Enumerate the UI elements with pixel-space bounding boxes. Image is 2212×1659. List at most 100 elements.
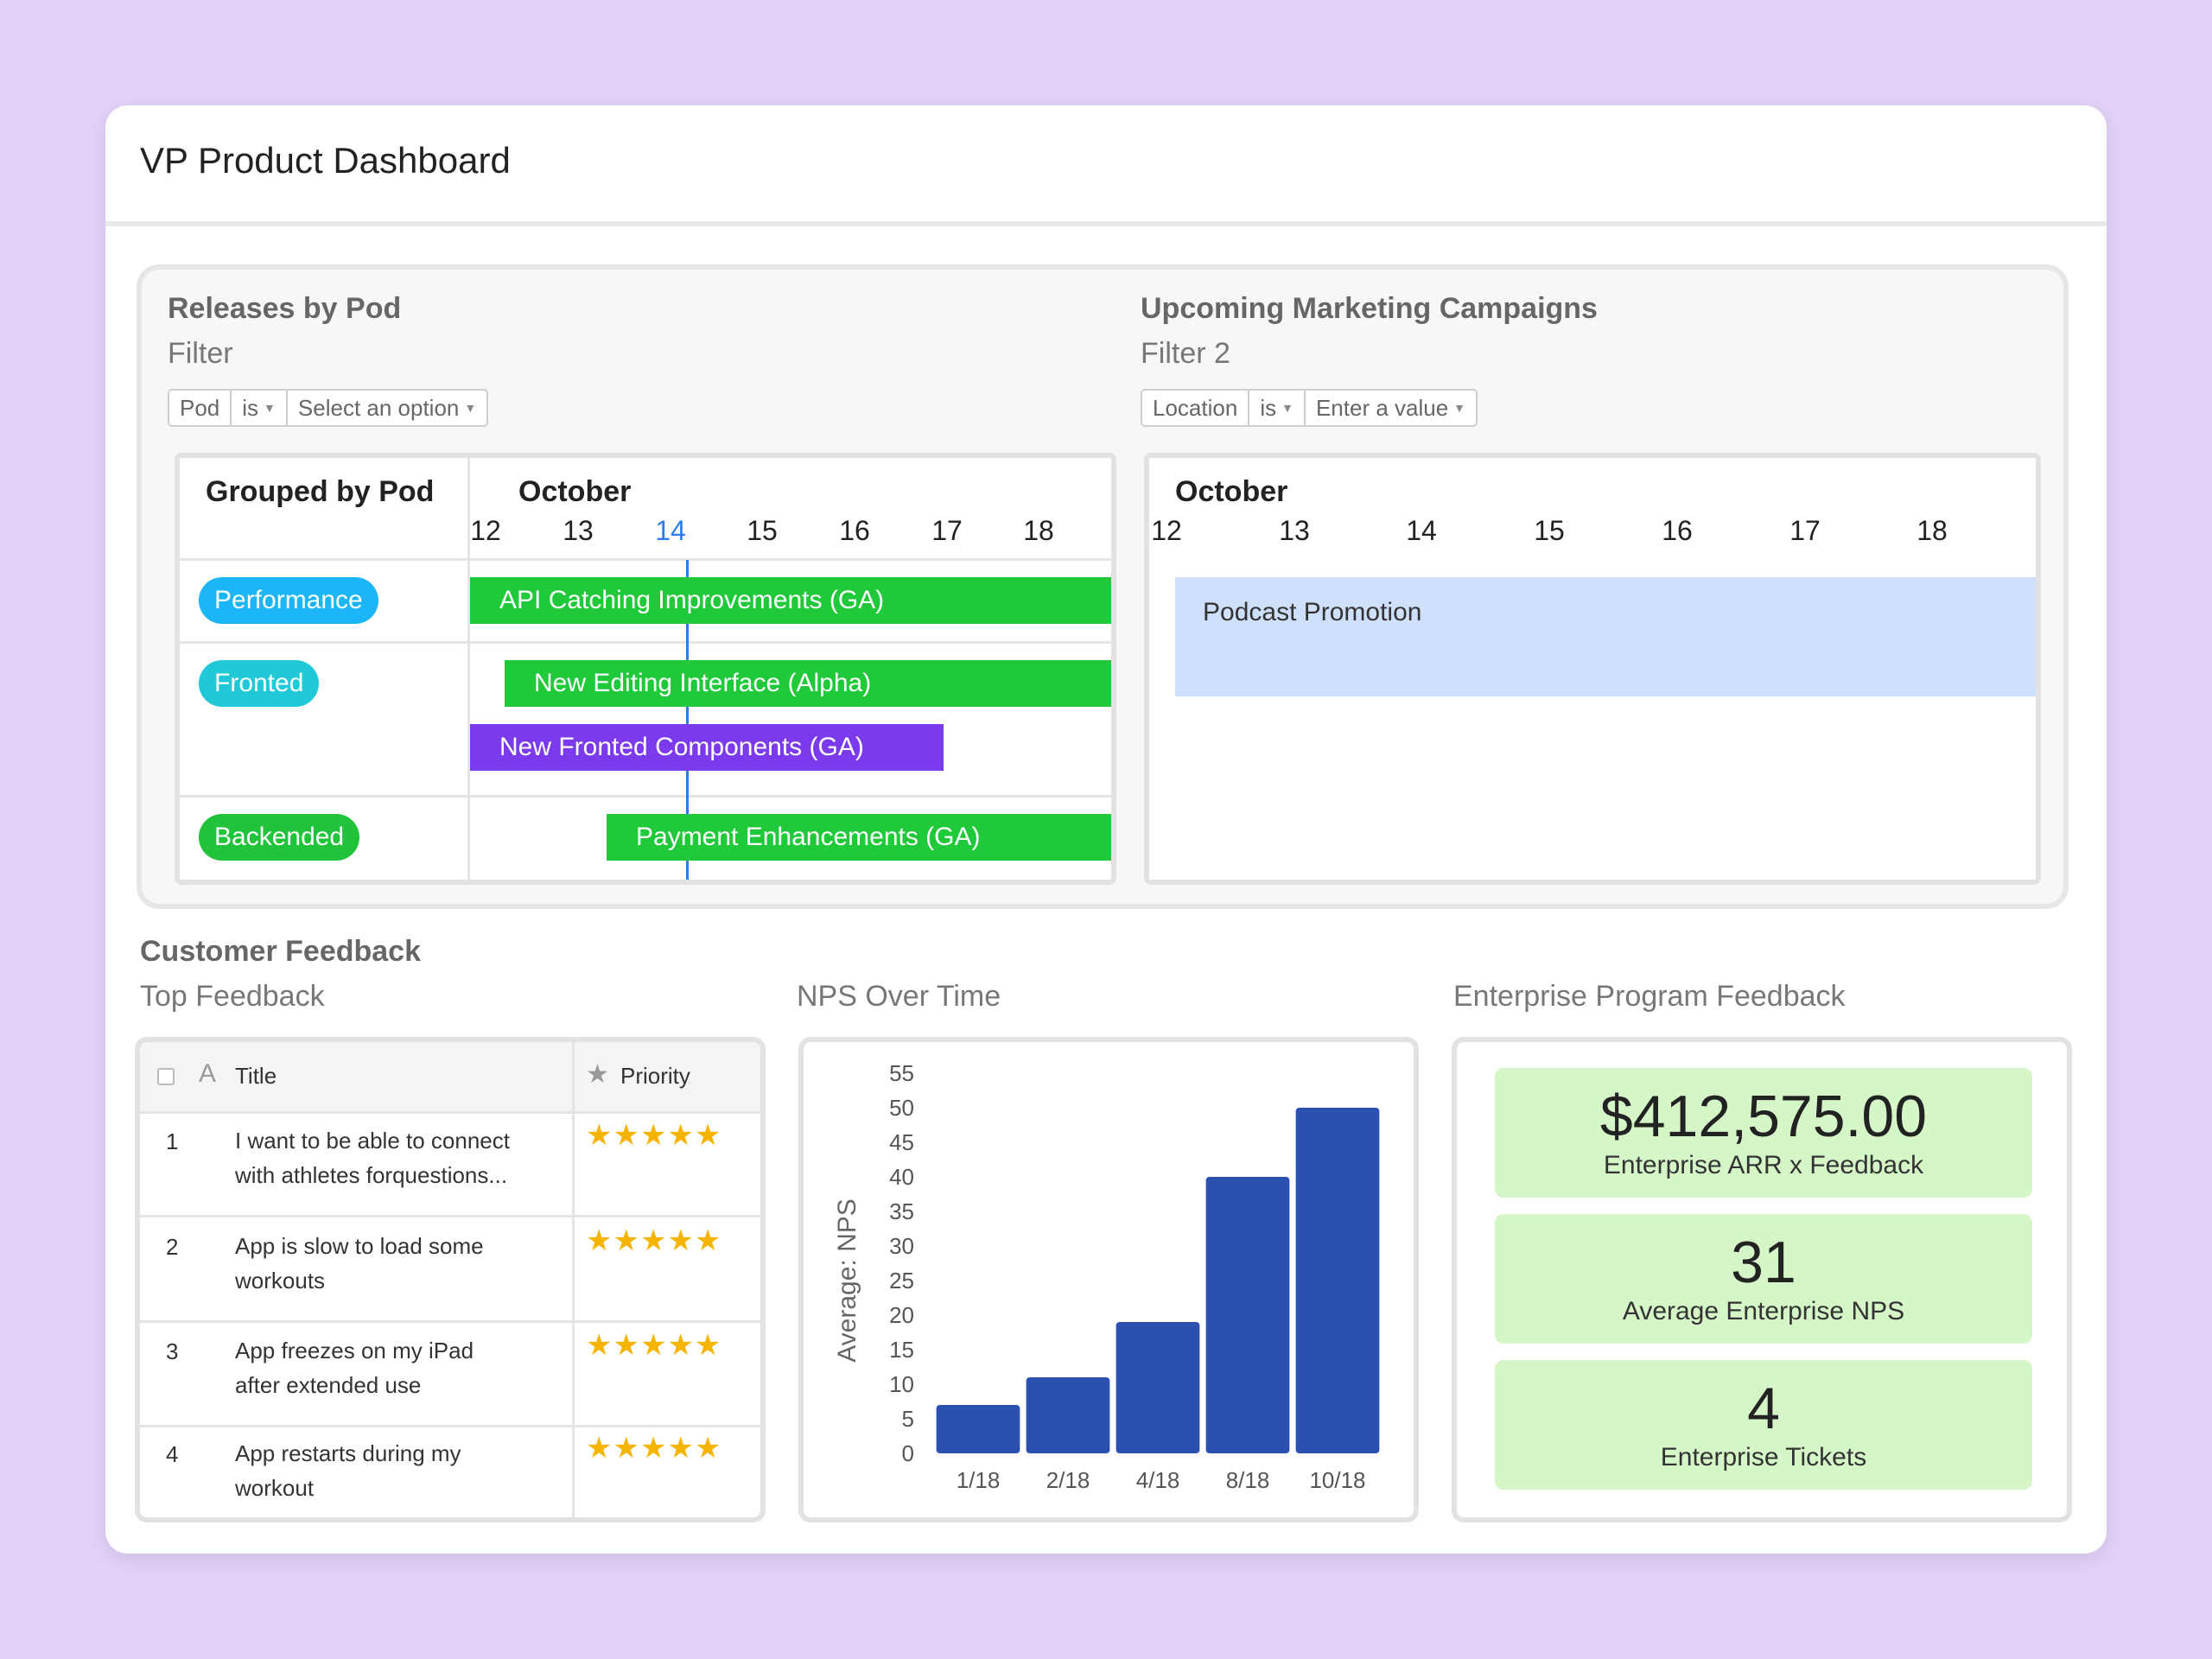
releases-filter-label: Filter: [168, 337, 233, 370]
y-tick-label: 0: [902, 1440, 914, 1466]
campaigns-title: Upcoming Marketing Campaigns: [1141, 292, 1598, 325]
date-header-13: 13: [563, 515, 594, 546]
y-tick-label: 5: [902, 1406, 914, 1432]
select-all-checkbox[interactable]: [157, 1068, 175, 1085]
chevron-down-icon: ▼: [264, 401, 276, 415]
release-bar[interactable]: New Editing Interface (Alpha): [505, 660, 1111, 707]
filter-value-dropdown[interactable]: Select an option ▼: [297, 394, 477, 421]
campaigns-filter-label: Filter 2: [1141, 337, 1230, 370]
row-number: 3: [166, 1338, 179, 1364]
pod-tag-fronted[interactable]: Fronted: [199, 660, 320, 707]
column-header-title[interactable]: Title: [235, 1063, 277, 1089]
nps-bar[interactable]: [1026, 1377, 1110, 1453]
campaign-event[interactable]: Podcast Promotion: [1175, 577, 2036, 696]
column-divider: [467, 458, 470, 880]
kpi-value: $412,575.00: [1599, 1084, 1928, 1149]
kpi-card-arr[interactable]: $412,575.00 Enterprise ARR x Feedback: [1495, 1068, 2032, 1198]
date-header-15: 15: [747, 515, 778, 546]
y-tick-label: 20: [889, 1302, 914, 1328]
nps-bar[interactable]: [936, 1405, 1020, 1453]
row-divider: [140, 1425, 760, 1427]
row-divider: [180, 641, 1111, 644]
kpi-label: Enterprise Tickets: [1660, 1443, 1867, 1471]
priority-stars[interactable]: ★★★★★: [586, 1432, 722, 1465]
date-header-16: 16: [1662, 515, 1693, 546]
nps-bar[interactable]: [1116, 1322, 1200, 1453]
filter-operator-dropdown[interactable]: is ▼: [232, 391, 288, 425]
enterprise-box: $412,575.00 Enterprise ARR x Feedback 31…: [1452, 1037, 2072, 1522]
releases-filter: Pod is ▼ Select an option ▼: [168, 389, 489, 427]
row-title: I want to be able to connect with athlete…: [235, 1128, 510, 1188]
kpi-card-tickets[interactable]: 4 Enterprise Tickets: [1495, 1360, 2032, 1490]
y-axis-label: Average: NPS: [833, 1198, 861, 1363]
today-marker: [686, 560, 689, 880]
group-header: Grouped by Pod: [206, 475, 435, 508]
x-tick-label: 4/18: [1136, 1467, 1180, 1493]
text-field-icon: A: [199, 1059, 217, 1088]
timeline-panel: Releases by Pod Filter Pod is ▼ Select an…: [137, 264, 2069, 909]
priority-stars[interactable]: ★★★★★: [586, 1119, 722, 1152]
date-header-12: 12: [1151, 515, 1182, 546]
date-header-13: 13: [1279, 515, 1310, 546]
enterprise-title: Enterprise Program Feedback: [1453, 980, 1846, 1013]
nps-title: NPS Over Time: [797, 980, 1001, 1013]
nps-chart-box: 0 5 10 15 20 25 30 35 40 45 50 55 Average: NPS 1/18 2/…: [798, 1037, 1419, 1522]
top-feedback-title: Top Feedback: [140, 980, 325, 1013]
date-header-16: 16: [839, 515, 870, 546]
row-divider: [140, 1111, 760, 1114]
release-bar[interactable]: Payment Enhancements (GA): [607, 814, 1111, 861]
row-number: 4: [166, 1441, 179, 1467]
nps-bar[interactable]: [1295, 1108, 1380, 1453]
campaign-event-label: Podcast Promotion: [1203, 598, 1422, 626]
y-tick-label: 40: [889, 1164, 914, 1190]
kpi-label: Average Enterprise NPS: [1622, 1297, 1905, 1325]
title-divider: [105, 221, 2107, 226]
row-divider: [180, 558, 1111, 561]
pod-tag-backended[interactable]: Backended: [199, 814, 360, 861]
row-divider: [140, 1320, 760, 1323]
filter-field[interactable]: Pod: [169, 391, 232, 425]
column-divider: [572, 1042, 575, 1517]
chevron-down-icon: ▼: [1281, 401, 1294, 415]
y-tick-label: 15: [889, 1337, 914, 1363]
date-header-15: 15: [1534, 515, 1565, 546]
release-bar[interactable]: New Fronted Components (GA): [470, 724, 944, 771]
y-tick-label: 25: [889, 1268, 914, 1294]
x-tick-label: 2/18: [1046, 1467, 1090, 1493]
date-header-17: 17: [1789, 515, 1821, 546]
row-title: App freezes on my iPad after extended use: [235, 1338, 474, 1398]
priority-stars[interactable]: ★★★★★: [586, 1329, 722, 1362]
kpi-value: 4: [1747, 1376, 1780, 1441]
chevron-down-icon: ▼: [1453, 401, 1466, 415]
date-header-18: 18: [1023, 515, 1054, 546]
campaigns-filter: Location is ▼ Enter a value ▼: [1141, 389, 1478, 427]
filter-field[interactable]: Location: [1142, 391, 1250, 425]
kpi-card-nps[interactable]: 31 Average Enterprise NPS: [1495, 1214, 2032, 1344]
y-tick-label: 45: [889, 1129, 914, 1155]
filter-value-dropdown[interactable]: Enter a value ▼: [1315, 394, 1466, 421]
y-tick-label: 35: [889, 1198, 914, 1224]
releases-timeline: Grouped by Pod October 12 13 14 15 16 17 18 Pe…: [175, 453, 1116, 885]
month-label: October: [1175, 475, 1288, 508]
pod-tag-performance[interactable]: Performance: [199, 577, 378, 624]
page-title: VP Product Dashboard: [140, 140, 511, 181]
date-header-14: 14: [655, 515, 686, 546]
priority-stars[interactable]: ★★★★★: [586, 1224, 722, 1257]
date-header-14: 14: [1406, 515, 1437, 546]
nps-bar[interactable]: [1205, 1177, 1290, 1453]
row-divider: [180, 795, 1111, 798]
row-number: 2: [166, 1234, 179, 1260]
dashboard-card: VP Product Dashboard Releases by Pod Fil…: [105, 105, 2107, 1554]
filter-operator-dropdown[interactable]: is ▼: [1249, 391, 1306, 425]
table-header: [140, 1042, 760, 1111]
column-header-priority[interactable]: Priority: [620, 1063, 690, 1089]
row-title: App restarts during my workout: [235, 1440, 461, 1501]
release-bar[interactable]: API Catching Improvements (GA): [470, 577, 1111, 624]
chevron-down-icon: ▼: [464, 401, 477, 415]
y-tick-label: 55: [889, 1060, 914, 1086]
kpi-value: 31: [1731, 1230, 1796, 1295]
row-number: 1: [166, 1128, 179, 1154]
kpi-label: Enterprise ARR x Feedback: [1603, 1151, 1924, 1179]
feedback-section-title: Customer Feedback: [140, 935, 421, 968]
date-header-17: 17: [931, 515, 963, 546]
